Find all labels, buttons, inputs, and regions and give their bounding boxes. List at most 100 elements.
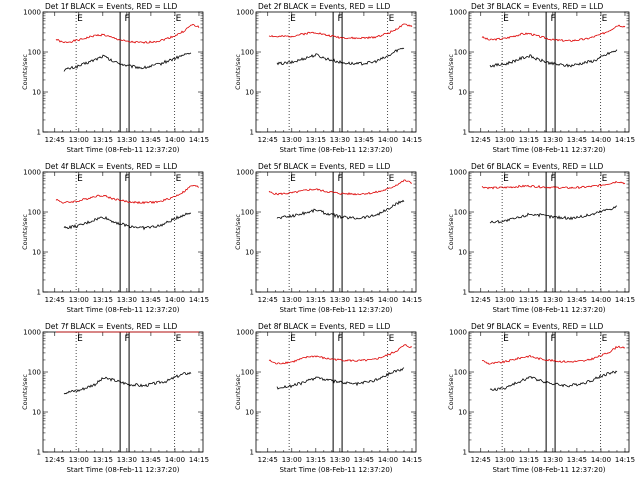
x-tick-label: 14:00 xyxy=(591,136,611,144)
y-tick-label: 1000 xyxy=(23,169,41,177)
x-tick-label: 13:00 xyxy=(282,136,302,144)
y-tick-label: 1000 xyxy=(236,9,254,17)
x-tick-label: 12:45 xyxy=(45,296,65,304)
events-series-line xyxy=(489,49,618,68)
events-series-line xyxy=(63,371,192,395)
x-tick-label: 13:30 xyxy=(117,456,137,464)
orbit-marker-label: F xyxy=(337,14,342,24)
x-tick-label: 12:45 xyxy=(471,136,491,144)
orbit-marker-label: E xyxy=(176,174,182,184)
lld-series-line xyxy=(55,185,200,205)
panel-title: Det 6f BLACK = Events, RED = LLD xyxy=(471,162,604,171)
x-tick-label: 13:15 xyxy=(93,136,113,144)
x-tick-label: 13:15 xyxy=(519,456,539,464)
x-tick-label: 13:15 xyxy=(306,296,326,304)
x-tick-label: 13:15 xyxy=(93,456,113,464)
x-tick-label: 14:00 xyxy=(165,296,185,304)
y-tick-label: 100 xyxy=(28,209,41,217)
x-tick-label: 14:15 xyxy=(402,136,422,144)
orbit-marker-label: F xyxy=(124,174,129,184)
plot-frame xyxy=(255,11,417,133)
orbit-marker-label: E xyxy=(503,334,509,344)
x-tick-label: 13:45 xyxy=(567,136,587,144)
detector-panel: Det 1f BLACK = Events, RED = LLD 1 10 100 10… xyxy=(21,2,209,154)
orbit-marker-label: E xyxy=(503,14,509,24)
orbit-marker-label: E xyxy=(176,14,182,24)
x-tick-label: 13:30 xyxy=(543,136,563,144)
panel-title: Det 4f BLACK = Events, RED = LLD xyxy=(45,162,178,171)
y-tick-label: 1 xyxy=(463,289,467,297)
y-tick-label: 10 xyxy=(32,249,41,257)
orbit-marker-label: E xyxy=(602,14,608,24)
x-axis-label: Start Time (08-Feb-11 12:37:20) xyxy=(279,146,392,154)
detector-panel: Det 9f BLACK = Events, RED = LLD 1 10 100 10… xyxy=(447,322,635,474)
x-tick-label: 14:15 xyxy=(615,456,635,464)
x-tick-label: 13:45 xyxy=(354,136,374,144)
y-tick-label: 1000 xyxy=(23,329,41,337)
orbit-marker-label: E xyxy=(389,14,395,24)
x-tick-label: 13:00 xyxy=(282,296,302,304)
plot-frame xyxy=(468,171,630,293)
x-tick-label: 13:00 xyxy=(69,296,89,304)
x-tick-label: 13:15 xyxy=(519,136,539,144)
y-tick-label: 10 xyxy=(245,249,254,257)
plot-frame xyxy=(255,171,417,293)
x-tick-label: 13:00 xyxy=(495,456,515,464)
orbit-marker-label: E xyxy=(389,174,395,184)
x-tick-label: 12:45 xyxy=(45,136,65,144)
y-tick-label: 100 xyxy=(241,369,254,377)
lld-series-line xyxy=(481,24,626,42)
y-axis-label: Counts/sec xyxy=(21,374,29,410)
y-tick-label: 1 xyxy=(37,129,41,137)
y-axis-label: Counts/sec xyxy=(21,214,29,250)
x-tick-label: 13:30 xyxy=(330,456,350,464)
y-axis-label: Counts/sec xyxy=(234,374,242,410)
y-tick-label: 1 xyxy=(37,449,41,457)
x-tick-label: 14:00 xyxy=(165,456,185,464)
x-tick-label: 13:15 xyxy=(306,456,326,464)
x-tick-label: 13:45 xyxy=(354,456,374,464)
x-tick-label: 14:15 xyxy=(402,296,422,304)
x-tick-label: 14:15 xyxy=(189,136,209,144)
x-tick-label: 13:30 xyxy=(543,296,563,304)
lld-series-line xyxy=(55,23,200,44)
x-tick-label: 14:15 xyxy=(189,456,209,464)
lld-series-line xyxy=(481,180,626,190)
x-tick-label: 13:00 xyxy=(69,136,89,144)
x-tick-label: 12:45 xyxy=(258,456,278,464)
events-series-line xyxy=(276,47,405,66)
panel-title: Det 7f BLACK = Events, RED = LLD xyxy=(45,322,178,331)
x-tick-label: 13:00 xyxy=(282,456,302,464)
plot-frame xyxy=(255,331,417,453)
x-tick-label: 12:45 xyxy=(471,296,491,304)
orbit-marker-label: E xyxy=(290,174,296,184)
panel-title: Det 2f BLACK = Events, RED = LLD xyxy=(258,2,391,11)
orbit-marker-label: F xyxy=(550,334,555,344)
y-axis-label: Counts/sec xyxy=(447,214,455,250)
x-tick-label: 12:45 xyxy=(45,456,65,464)
x-tick-label: 13:30 xyxy=(330,136,350,144)
y-tick-label: 10 xyxy=(458,249,467,257)
y-tick-label: 10 xyxy=(458,409,467,417)
y-tick-label: 10 xyxy=(458,89,467,97)
x-tick-label: 13:45 xyxy=(354,296,374,304)
detector-panel: Det 2f BLACK = Events, RED = LLD 1 10 100 10… xyxy=(234,2,422,154)
y-tick-label: 10 xyxy=(245,409,254,417)
y-tick-label: 100 xyxy=(454,209,467,217)
panel-title: Det 9f BLACK = Events, RED = LLD xyxy=(471,322,604,331)
x-axis-label: Start Time (08-Feb-11 12:37:20) xyxy=(492,306,605,314)
x-axis-label: Start Time (08-Feb-11 12:37:20) xyxy=(492,146,605,154)
events-series-line xyxy=(276,367,405,390)
orbit-marker-label: E xyxy=(389,334,395,344)
x-tick-label: 13:00 xyxy=(495,136,515,144)
orbit-marker-label: F xyxy=(337,334,342,344)
x-tick-label: 13:45 xyxy=(141,136,161,144)
y-tick-label: 1000 xyxy=(449,329,467,337)
x-tick-label: 14:15 xyxy=(615,136,635,144)
y-axis-label: Counts/sec xyxy=(21,54,29,90)
orbit-marker-label: F xyxy=(124,334,129,344)
y-axis-label: Counts/sec xyxy=(447,374,455,410)
x-tick-label: 13:45 xyxy=(567,296,587,304)
orbit-marker-label: E xyxy=(602,334,608,344)
orbit-marker-label: E xyxy=(503,174,509,184)
